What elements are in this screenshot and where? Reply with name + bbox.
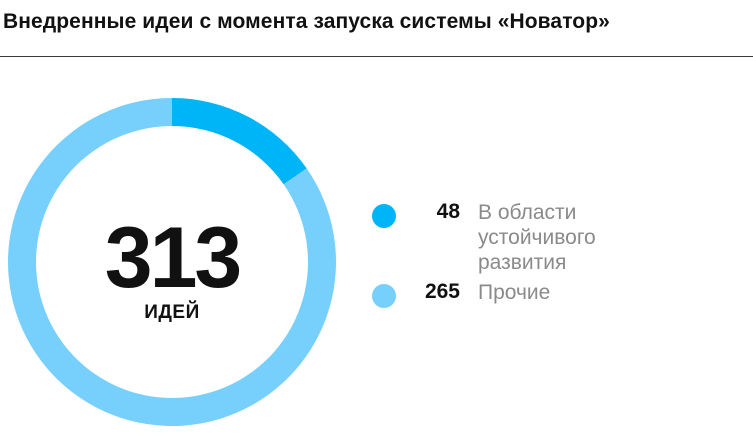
legend-value-other: 265 xyxy=(424,280,460,303)
legend-item-other: 265 Прочие xyxy=(372,280,692,360)
chart-title: Внедренные идеи с момента запуска систем… xyxy=(3,10,610,33)
title-divider xyxy=(0,56,753,57)
donut-slices xyxy=(7,97,336,426)
total-ideas-unit: ИДЕЙ xyxy=(144,302,200,323)
legend-label-other: Прочие xyxy=(478,280,678,305)
donut-slice-sustainability xyxy=(172,98,307,185)
total-ideas-value: 313 xyxy=(104,210,243,306)
legend-dot-sustainability xyxy=(372,204,396,228)
legend-label-line: развития xyxy=(478,251,567,274)
legend-value-sustainability: 48 xyxy=(436,200,460,223)
legend-label-line: устойчивого xyxy=(478,226,596,249)
legend-label-sustainability: В области устойчивого развития xyxy=(478,200,678,275)
legend-item-sustainability: 48 В области устойчивого развития xyxy=(372,200,692,280)
legend-label-line: В области xyxy=(478,201,577,224)
legend-dot-other xyxy=(372,284,396,308)
legend-label-line: Прочие xyxy=(478,281,551,304)
